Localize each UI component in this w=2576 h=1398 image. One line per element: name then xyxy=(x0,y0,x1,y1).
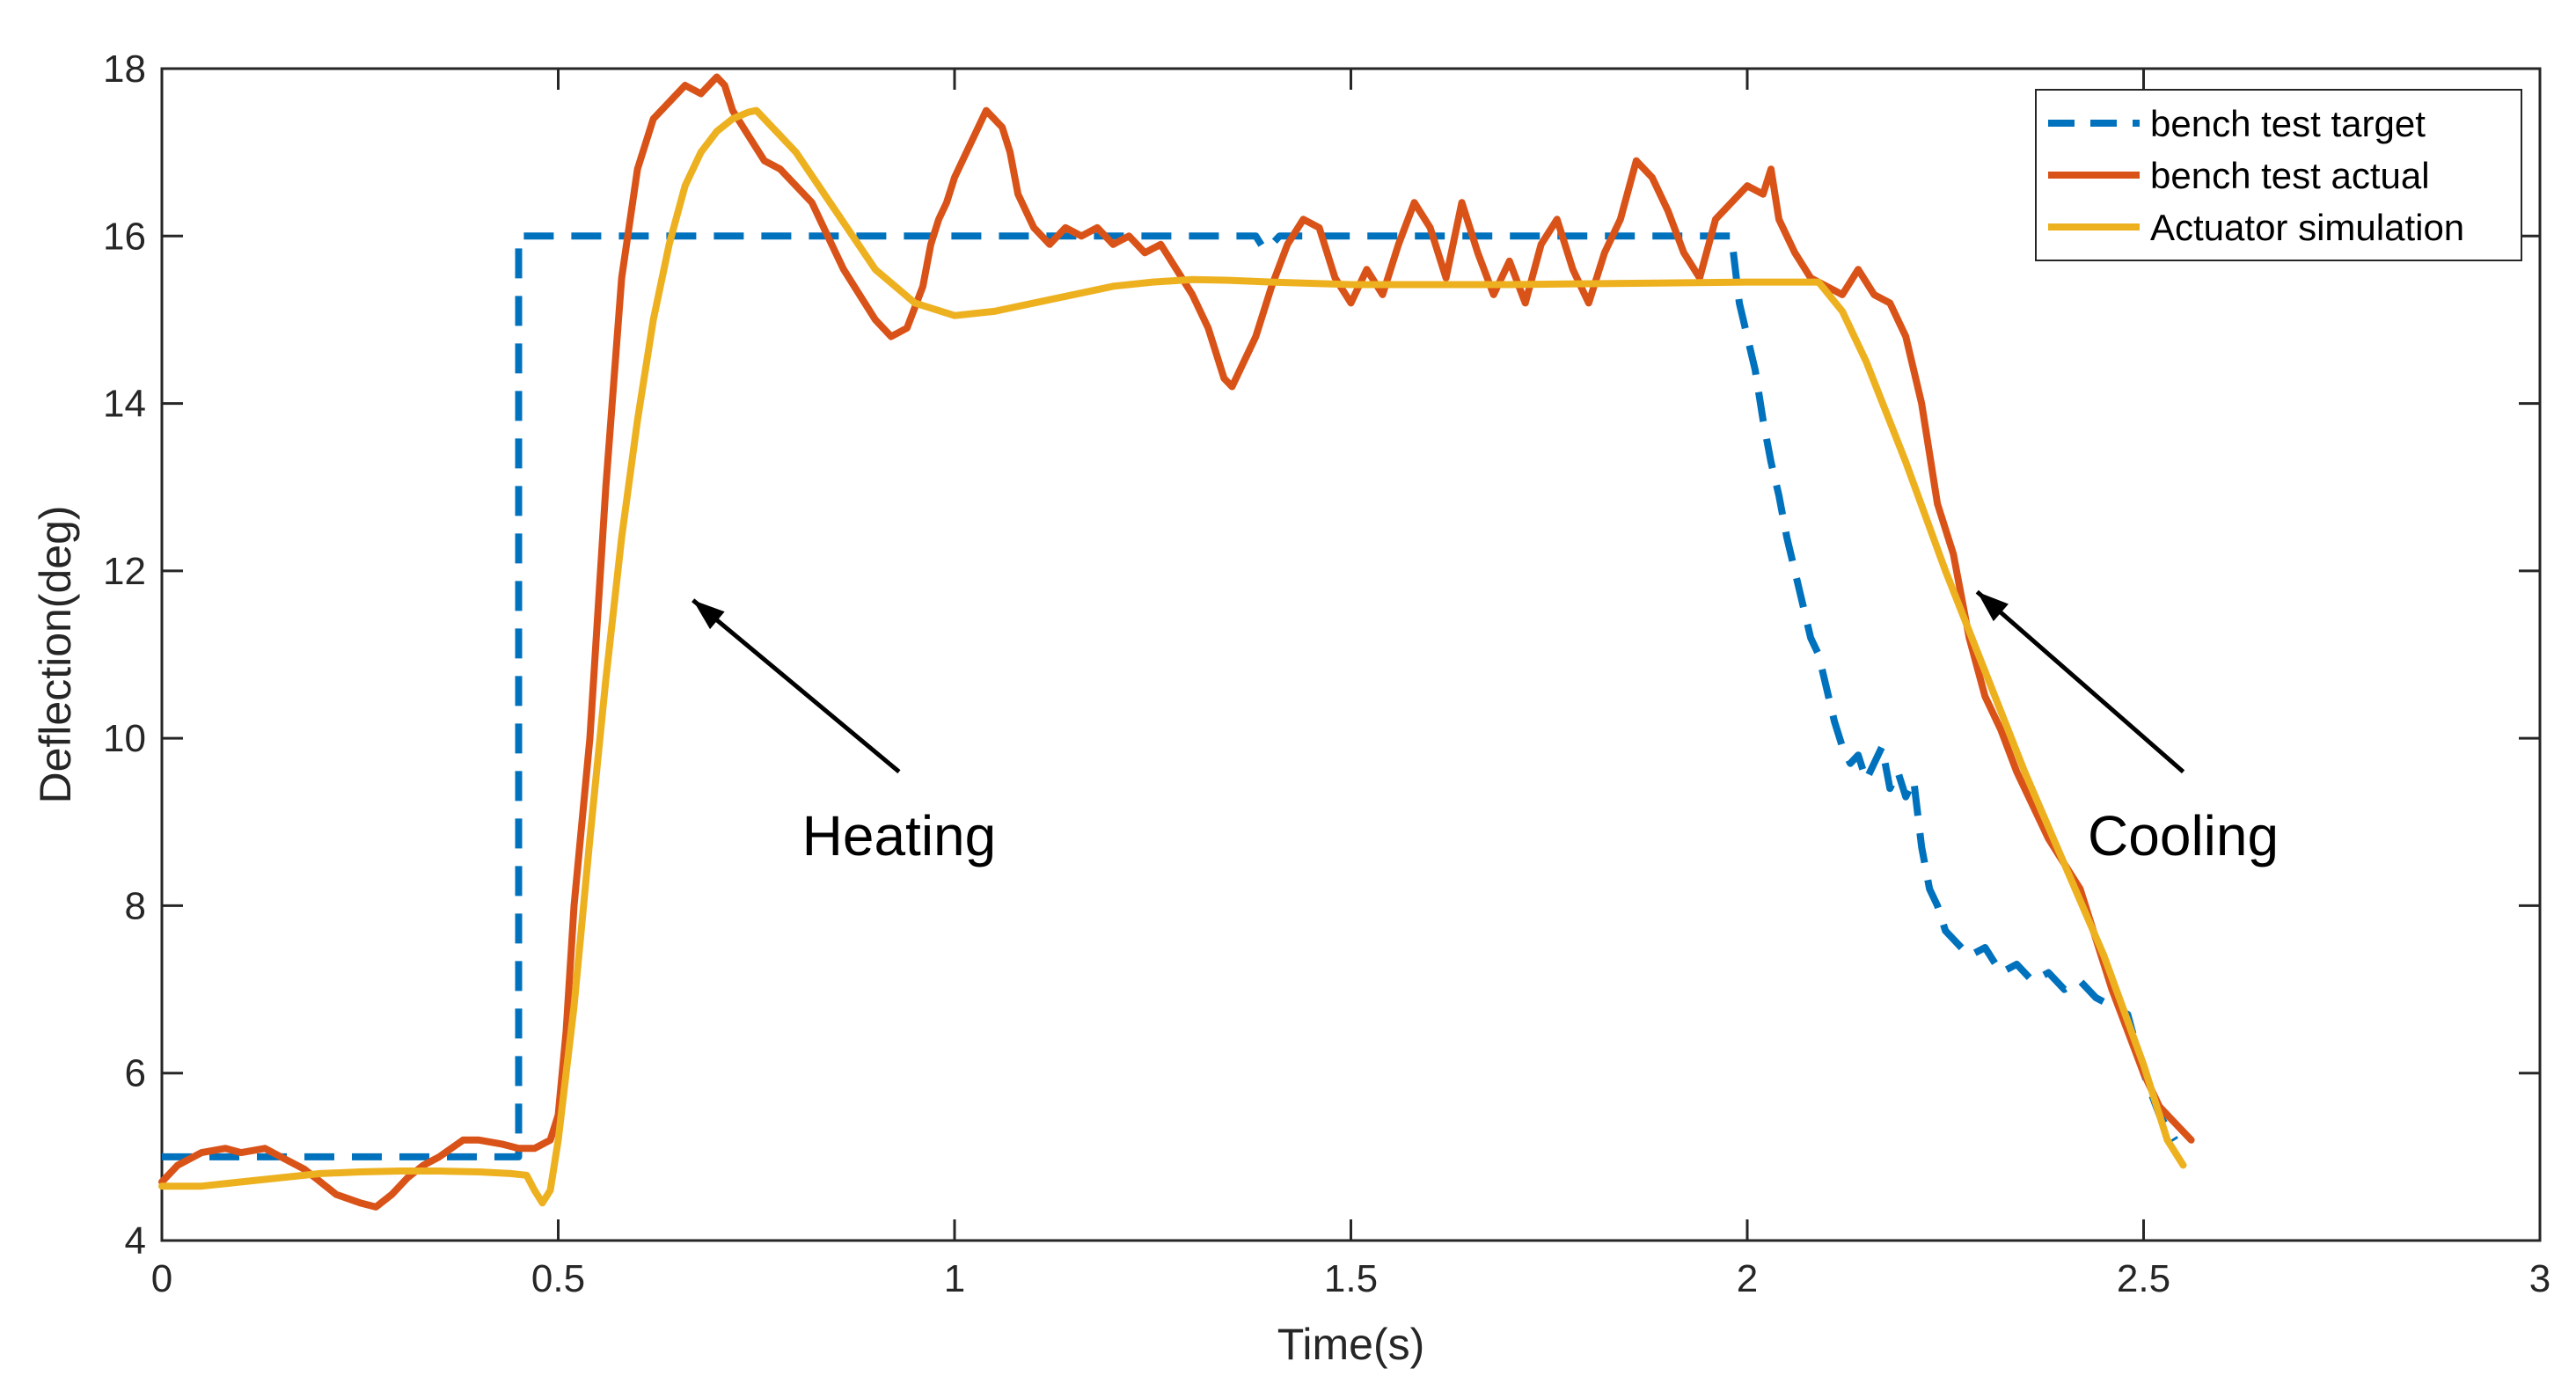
series-line-actuator-simulation xyxy=(158,106,2187,1207)
y-tick-label: 14 xyxy=(103,383,146,426)
x-tick-label: 3 xyxy=(2529,1257,2550,1300)
y-tick-label: 4 xyxy=(125,1219,146,1263)
x-tick-label: 1.5 xyxy=(1324,1257,1378,1300)
legend-label: Actuator simulation xyxy=(2150,207,2464,248)
x-axis-label: Time(s) xyxy=(1277,1320,1425,1369)
annotation-text: Heating xyxy=(802,804,997,867)
annotation-arrowhead xyxy=(1977,591,2009,622)
x-tick-label: 2 xyxy=(1737,1257,1758,1300)
axis-ticks: 0 0.5 1 1.5 2 2.5 3 4 6 8 10 12 14 16 18 xyxy=(103,48,2550,1300)
legend: bench test target bench test actual Actuat… xyxy=(2035,89,2522,261)
y-axis-label: Deflection(deg) xyxy=(31,505,80,803)
annotations: Heating Cooling xyxy=(692,589,2279,867)
series-line-bench-test-target xyxy=(162,232,2178,1160)
annotation-arrow-line xyxy=(692,598,901,774)
legend-label: bench test target xyxy=(2150,103,2426,144)
x-tick-label: 0.5 xyxy=(531,1257,585,1300)
x-tick-label: 1 xyxy=(944,1257,965,1300)
legend-label: bench test actual xyxy=(2150,155,2430,196)
plot-area xyxy=(160,67,2542,1242)
y-tick-label: 6 xyxy=(125,1052,146,1095)
y-tick-label: 12 xyxy=(103,550,146,593)
annotation-text: Cooling xyxy=(2088,804,2279,867)
series-group xyxy=(158,73,2195,1211)
y-tick-label: 18 xyxy=(103,48,146,91)
x-tick-label: 0 xyxy=(151,1257,172,1300)
annotation-arrowhead xyxy=(692,600,725,630)
y-tick-label: 8 xyxy=(125,884,146,927)
y-tick-label: 10 xyxy=(103,717,146,760)
annotation-arrow-line xyxy=(1975,589,2185,774)
y-tick-label: 16 xyxy=(103,215,146,258)
x-tick-label: 2.5 xyxy=(2117,1257,2170,1300)
